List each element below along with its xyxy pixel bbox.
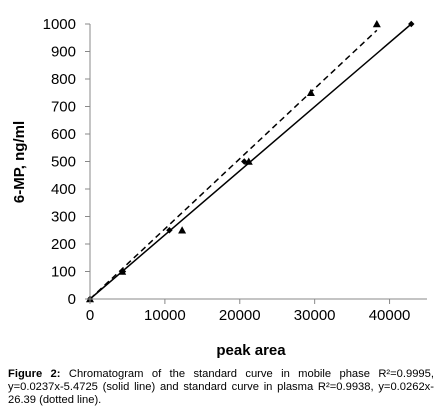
- y-axis-title: 6-MP, ng/ml: [11, 121, 28, 203]
- y-tick-label: 900: [51, 44, 76, 61]
- data-point-triangle: [178, 226, 187, 234]
- data-point-triangle: [372, 20, 381, 28]
- x-tick-label: 10000: [144, 307, 186, 324]
- data-point-triangle: [118, 267, 127, 275]
- y-tick-label: 300: [51, 209, 76, 226]
- figure-caption: Figure 2: Chromatogram of the standard c…: [8, 368, 434, 407]
- data-point-diamond: [166, 227, 173, 234]
- caption-text: Chromatogram of the standard curve in mo…: [8, 368, 434, 406]
- y-tick-label: 800: [51, 71, 76, 88]
- data-point-triangle: [306, 88, 315, 96]
- y-tick-label: 200: [51, 236, 76, 253]
- y-tick-label: 0: [68, 291, 76, 308]
- tick-labels: 0 10000 20000 30000 40000 0 100 200 300 400 500 600…: [43, 16, 411, 324]
- plot-area: [86, 20, 415, 303]
- data-point-diamond: [408, 20, 415, 28]
- caption-label: Figure 2:: [8, 368, 61, 380]
- x-axis-title: peak area: [216, 342, 286, 359]
- y-tick-label: 600: [51, 126, 76, 143]
- y-tick-label: 1000: [43, 16, 76, 33]
- x-tick-label: 40000: [369, 307, 411, 324]
- y-tick-label: 700: [51, 99, 76, 116]
- fit-line-dotted: [89, 29, 378, 300]
- chart: 0 10000 20000 30000 40000 0 100 200 300 400 500 600…: [11, 16, 427, 359]
- x-tick-label: 0: [86, 307, 94, 324]
- y-tick-label: 400: [51, 181, 76, 198]
- data-point-triangle: [244, 157, 253, 165]
- x-tick-label: 30000: [294, 307, 336, 324]
- y-tick-label: 500: [51, 154, 76, 171]
- x-tick-label: 20000: [219, 307, 261, 324]
- axes: [85, 23, 427, 304]
- y-tick-label: 100: [51, 264, 76, 281]
